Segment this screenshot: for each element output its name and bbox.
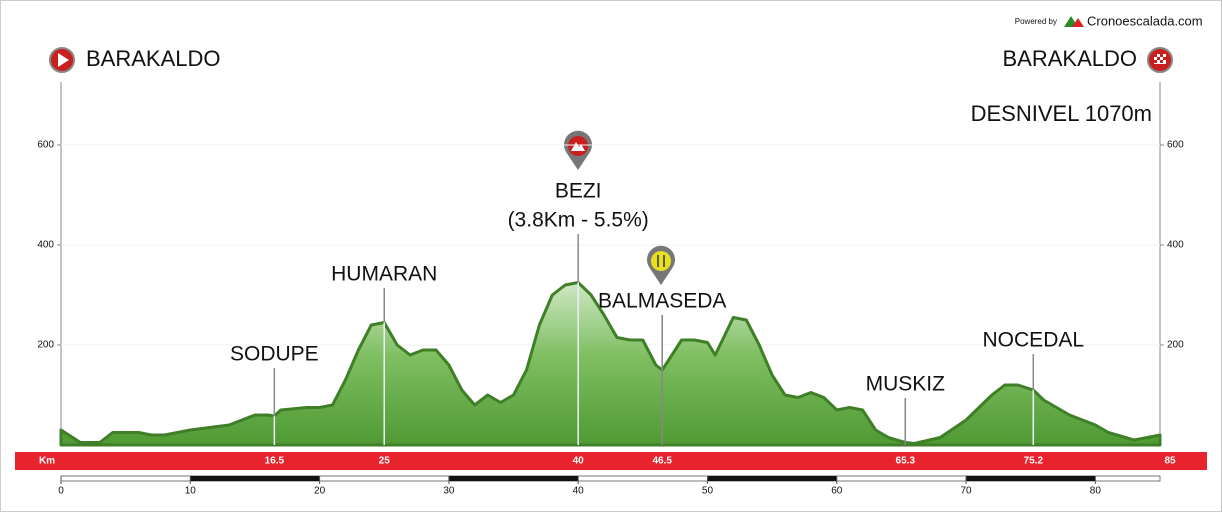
annotation-sublabel: (3.8Km - 5.5%) <box>508 209 649 232</box>
y-tick-label: 400 <box>37 240 54 251</box>
annotation-label: MUSKIZ <box>866 373 946 396</box>
y2-tick-label: 200 <box>1167 340 1184 351</box>
brand-logo <box>1064 16 1084 27</box>
x-tick-label: 80 <box>1090 486 1102 497</box>
km-bar-label: 75.2 <box>1024 456 1044 467</box>
km-label: Km <box>39 456 55 467</box>
powered-by: Powered by <box>1015 17 1057 26</box>
km-bar-label: 46.5 <box>652 456 672 467</box>
km-bar-label: 40 <box>573 456 585 467</box>
scale-segment <box>190 476 320 481</box>
annotation-label: HUMARAN <box>331 263 437 286</box>
desnivel: DESNIVEL 1070m <box>971 101 1152 126</box>
km-bar <box>15 452 1207 470</box>
annotation-label: SODUPE <box>230 343 319 366</box>
scale-segment <box>707 476 837 481</box>
y-tick-label: 200 <box>37 340 54 351</box>
start-name: BARAKALDO <box>86 46 221 71</box>
km-bar-label: 25 <box>379 456 391 467</box>
x-tick-label: 0 <box>58 486 64 497</box>
profile-area <box>59 281 1162 447</box>
km-bar-label: 65.3 <box>896 456 916 467</box>
summit-pin <box>564 130 592 170</box>
annotation-label: NOCEDAL <box>983 329 1085 352</box>
brand[interactable]: Cronoescalada.com <box>1087 13 1203 28</box>
y-tick-label: 600 <box>37 140 54 151</box>
scale-segment <box>448 476 579 481</box>
x-tick-label: 40 <box>573 486 585 497</box>
y2-tick-label: 400 <box>1167 240 1184 251</box>
x-tick-label: 10 <box>185 486 197 497</box>
finish-name: BARAKALDO <box>1003 46 1138 71</box>
annotation-label: BEZI <box>555 180 602 203</box>
km-bar-label: 85 <box>1164 456 1176 467</box>
scale-segment <box>966 476 1096 481</box>
x-tick-label: 50 <box>702 486 714 497</box>
x-tick-label: 70 <box>960 486 972 497</box>
annotation-label: BALMASEDA <box>598 290 726 313</box>
x-tick-label: 30 <box>443 486 455 497</box>
x-tick-label: 60 <box>831 486 843 497</box>
y2-tick-label: 600 <box>1167 140 1184 151</box>
start-icon <box>49 47 75 73</box>
finish-icon <box>1147 47 1173 73</box>
x-tick-label: 20 <box>314 486 326 497</box>
km-bar-label: 16.5 <box>265 456 285 467</box>
food-pin <box>647 245 675 285</box>
